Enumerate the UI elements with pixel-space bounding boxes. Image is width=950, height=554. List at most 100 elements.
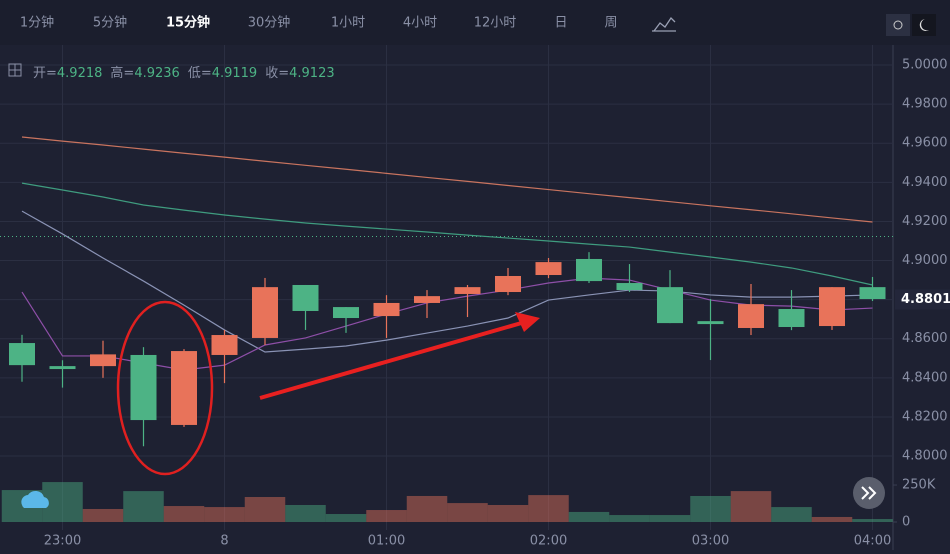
vol-tick-label: 250K — [902, 478, 936, 493]
volume-bar — [852, 519, 893, 522]
last-price-box — [895, 289, 950, 310]
y-tick-label: 4.8400 — [902, 370, 948, 385]
volume-bar — [568, 511, 610, 522]
y-tick-label: 5.0000 — [902, 58, 948, 73]
candle-body — [738, 304, 764, 328]
ma-line — [21, 182, 873, 286]
candle-body — [454, 287, 481, 294]
legend-value: 4.9218 — [57, 66, 103, 81]
interval-button[interactable]: 1小时 — [331, 16, 365, 31]
x-tick-label: 23:00 — [44, 534, 81, 549]
candle-body — [333, 307, 359, 319]
theme-light[interactable] — [886, 14, 910, 36]
moon-icon — [919, 19, 929, 31]
x-tick-label: 03:00 — [692, 534, 729, 549]
y-tick-label: 4.8000 — [902, 449, 948, 464]
annotation-arrow — [259, 320, 526, 400]
interval-button[interactable]: 5分钟 — [93, 15, 127, 31]
volume-bar — [609, 515, 650, 522]
annotation-ellipse — [116, 300, 214, 476]
scroll-icon — [861, 486, 877, 500]
volume-bar — [163, 506, 205, 522]
volume-bar — [447, 503, 488, 522]
candle-body — [373, 302, 400, 317]
legend-toggle-icon — [9, 64, 21, 76]
interval-button[interactable]: 日 — [554, 16, 567, 31]
candle-body — [9, 343, 35, 366]
candles — [9, 252, 886, 447]
toolbar-icon[interactable] — [652, 16, 676, 32]
volume-bar — [487, 504, 529, 522]
volume-bar — [771, 507, 812, 522]
theme-dark[interactable] — [912, 14, 936, 36]
last-price-label: 4.8801 — [901, 292, 950, 307]
legend-label: 高= — [110, 65, 134, 81]
interval-button[interactable]: 周 — [604, 16, 617, 31]
candle-body — [252, 287, 278, 338]
cloud-icon[interactable] — [21, 490, 49, 508]
interval-button[interactable]: 30分钟 — [248, 15, 291, 31]
volume-bar — [811, 516, 853, 522]
interval-button[interactable]: 15分钟 — [166, 15, 210, 31]
volume-bar — [406, 495, 448, 522]
volume-bar — [204, 507, 245, 522]
candle-body — [90, 354, 116, 367]
candle-body — [778, 309, 805, 328]
y-tick-label: 4.9000 — [902, 253, 948, 268]
y-tick-label: 4.9400 — [902, 175, 948, 190]
annotation-arrowhead — [515, 312, 540, 332]
y-tick-label: 4.8600 — [902, 331, 948, 346]
legend-value: 4.9236 — [134, 66, 180, 81]
legend-label: 低= — [188, 66, 212, 81]
interval-button[interactable]: 12小时 — [474, 16, 517, 31]
volume-bar — [690, 495, 731, 522]
volume-bar — [42, 482, 83, 522]
ma-line — [21, 277, 873, 371]
candle-body — [292, 284, 319, 311]
volume-bar — [730, 491, 772, 522]
ma-line — [21, 210, 873, 353]
volume-bar — [366, 510, 407, 522]
candle-body — [535, 262, 562, 276]
legend-value: 4.9123 — [289, 66, 335, 81]
candle-body — [819, 287, 845, 327]
candle-body — [49, 366, 76, 370]
y-tick-label: 4.9800 — [902, 97, 948, 112]
y-tick-label: 4.8200 — [902, 409, 948, 424]
volume-bar — [123, 491, 164, 522]
interval-button[interactable]: 1分钟 — [20, 15, 54, 31]
volume-bar — [285, 504, 326, 522]
volume-bar — [325, 514, 367, 522]
candle-body — [859, 287, 886, 300]
volume-bar — [82, 508, 124, 522]
toolbar — [0, 0, 950, 45]
candle-body — [495, 275, 521, 293]
candle-body — [211, 335, 238, 355]
legend-value: 4.9119 — [212, 66, 258, 81]
y-tick-label: 4.9600 — [902, 136, 948, 151]
x-tick-label: 8 — [220, 534, 228, 549]
candle-body — [657, 287, 683, 324]
candle-body — [697, 321, 724, 325]
volume-bar — [649, 515, 691, 522]
candle-body — [616, 283, 643, 291]
x-tick-label: 04:00 — [854, 534, 891, 549]
interval-button[interactable]: 4小时 — [403, 16, 437, 31]
candle-body — [414, 296, 440, 303]
candle-body — [130, 354, 157, 421]
legend-label: 收= — [265, 66, 289, 81]
candle-body — [576, 258, 602, 282]
volume-bar — [244, 497, 286, 522]
legend-label: 开= — [33, 66, 57, 81]
x-tick-label: 01:00 — [368, 534, 405, 549]
sun-icon — [893, 20, 903, 30]
volume-panel — [1, 482, 893, 522]
ma-line — [21, 136, 873, 223]
ma-lines — [21, 136, 873, 371]
y-tick-label: 4.9200 — [902, 214, 948, 229]
volume-bar — [528, 495, 569, 522]
grid — [0, 45, 893, 530]
x-tick-label: 02:00 — [530, 534, 567, 549]
